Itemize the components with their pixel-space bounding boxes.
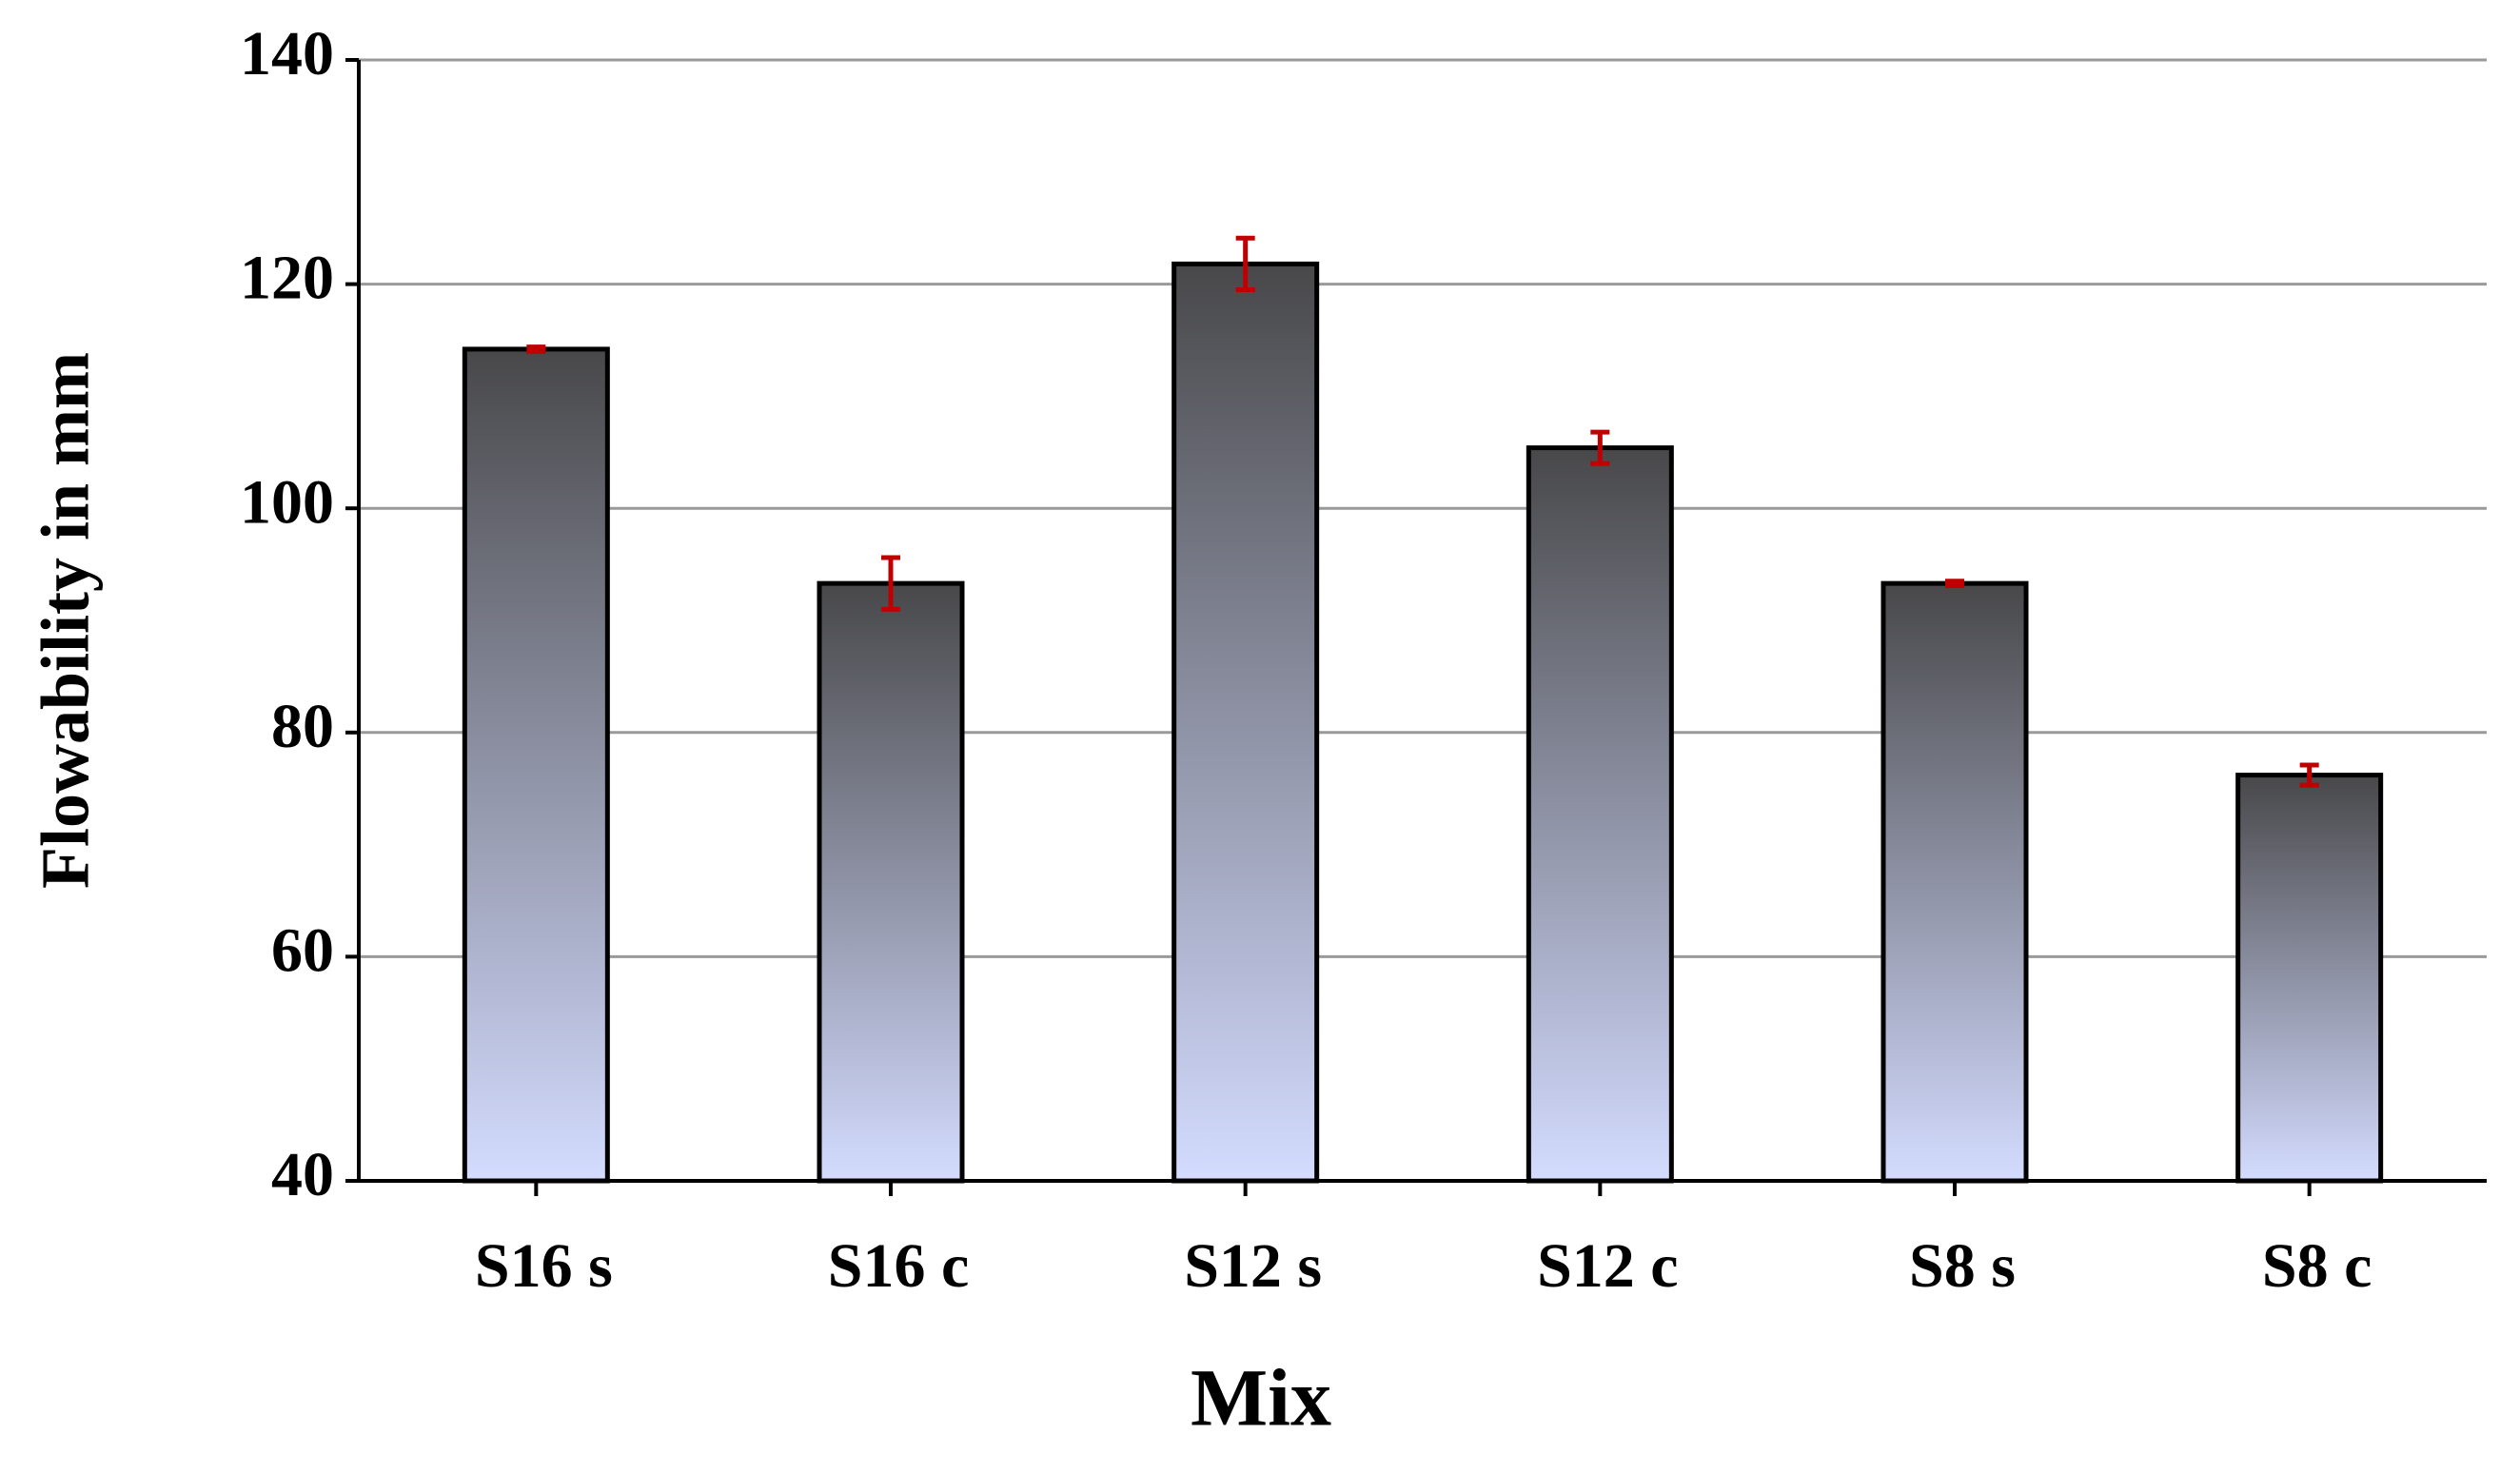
x-tick-label: S12 s bbox=[1184, 1231, 1322, 1301]
bar bbox=[462, 346, 610, 1184]
x-tick-label: S12 c bbox=[1537, 1231, 1679, 1301]
bar bbox=[1880, 580, 2029, 1184]
error-bar bbox=[2299, 762, 2319, 788]
error-bar bbox=[881, 555, 900, 612]
x-axis-title: Mix bbox=[1191, 1352, 1331, 1444]
x-tick-label: S16 c bbox=[828, 1231, 970, 1301]
bar bbox=[1171, 261, 1320, 1184]
y-tick-label: 40 bbox=[271, 1140, 334, 1209]
x-tick-label: S8 c bbox=[2262, 1231, 2372, 1301]
y-tick-label: 100 bbox=[240, 467, 334, 537]
y-tick-label: 60 bbox=[271, 916, 334, 986]
x-tick-label: S8 s bbox=[1909, 1231, 2016, 1301]
error-bar bbox=[1945, 579, 1964, 588]
bar bbox=[2235, 773, 2384, 1184]
y-tick-label: 140 bbox=[240, 19, 334, 88]
y-tick-label: 120 bbox=[240, 244, 334, 313]
error-bar bbox=[1235, 235, 1255, 292]
y-axis-title: Flowability in mm bbox=[28, 352, 104, 889]
bar bbox=[1526, 445, 1674, 1184]
bar bbox=[817, 580, 965, 1184]
y-tick-label: 80 bbox=[271, 692, 334, 761]
error-bar bbox=[526, 344, 546, 354]
error-bar bbox=[1590, 429, 1610, 466]
x-tick-label: S16 s bbox=[475, 1231, 613, 1301]
